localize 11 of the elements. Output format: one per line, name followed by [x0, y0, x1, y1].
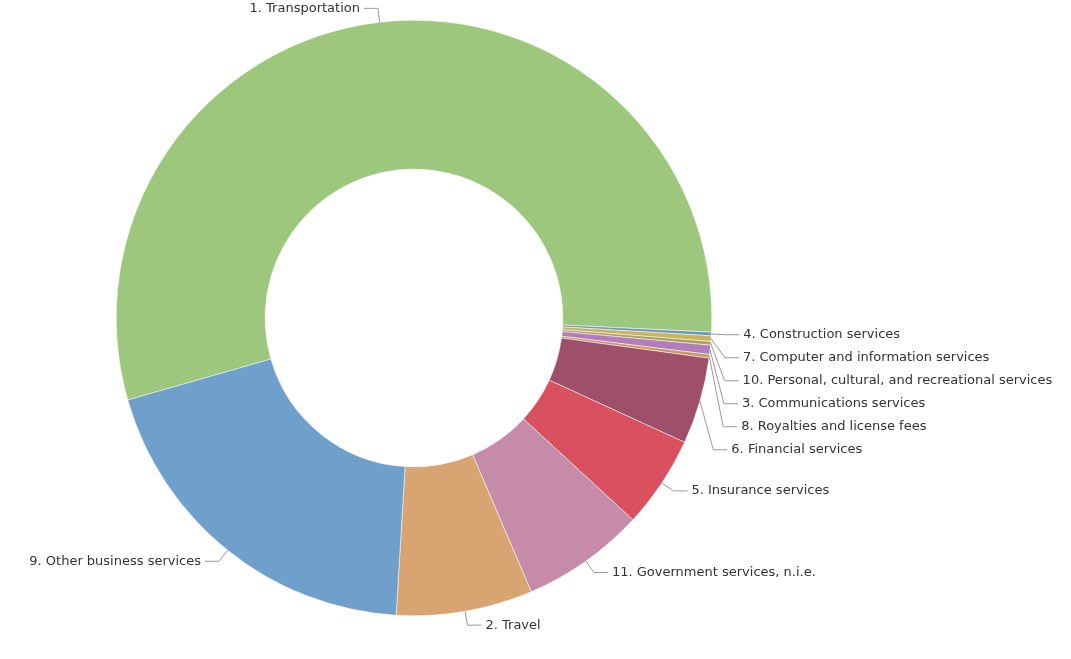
- slice-label: 9. Other business services: [29, 552, 202, 568]
- slice-label: 5. Insurance services: [691, 482, 830, 498]
- slice-label: 7. Computer and information services: [743, 349, 990, 365]
- slice-label: 8. Royalties and license fees: [741, 418, 927, 434]
- slice-label: 2. Travel: [485, 616, 541, 632]
- slice-label: 11. Government services, n.i.e.: [611, 563, 816, 579]
- slice-label: 3. Communications services: [741, 395, 926, 411]
- slice-label: 10. Personal, cultural, and recreational services: [742, 372, 1053, 388]
- slice-label: 4. Construction services: [743, 326, 901, 342]
- slice-label: 6. Financial services: [731, 441, 863, 457]
- slice-label: 1. Transportation: [249, 0, 360, 15]
